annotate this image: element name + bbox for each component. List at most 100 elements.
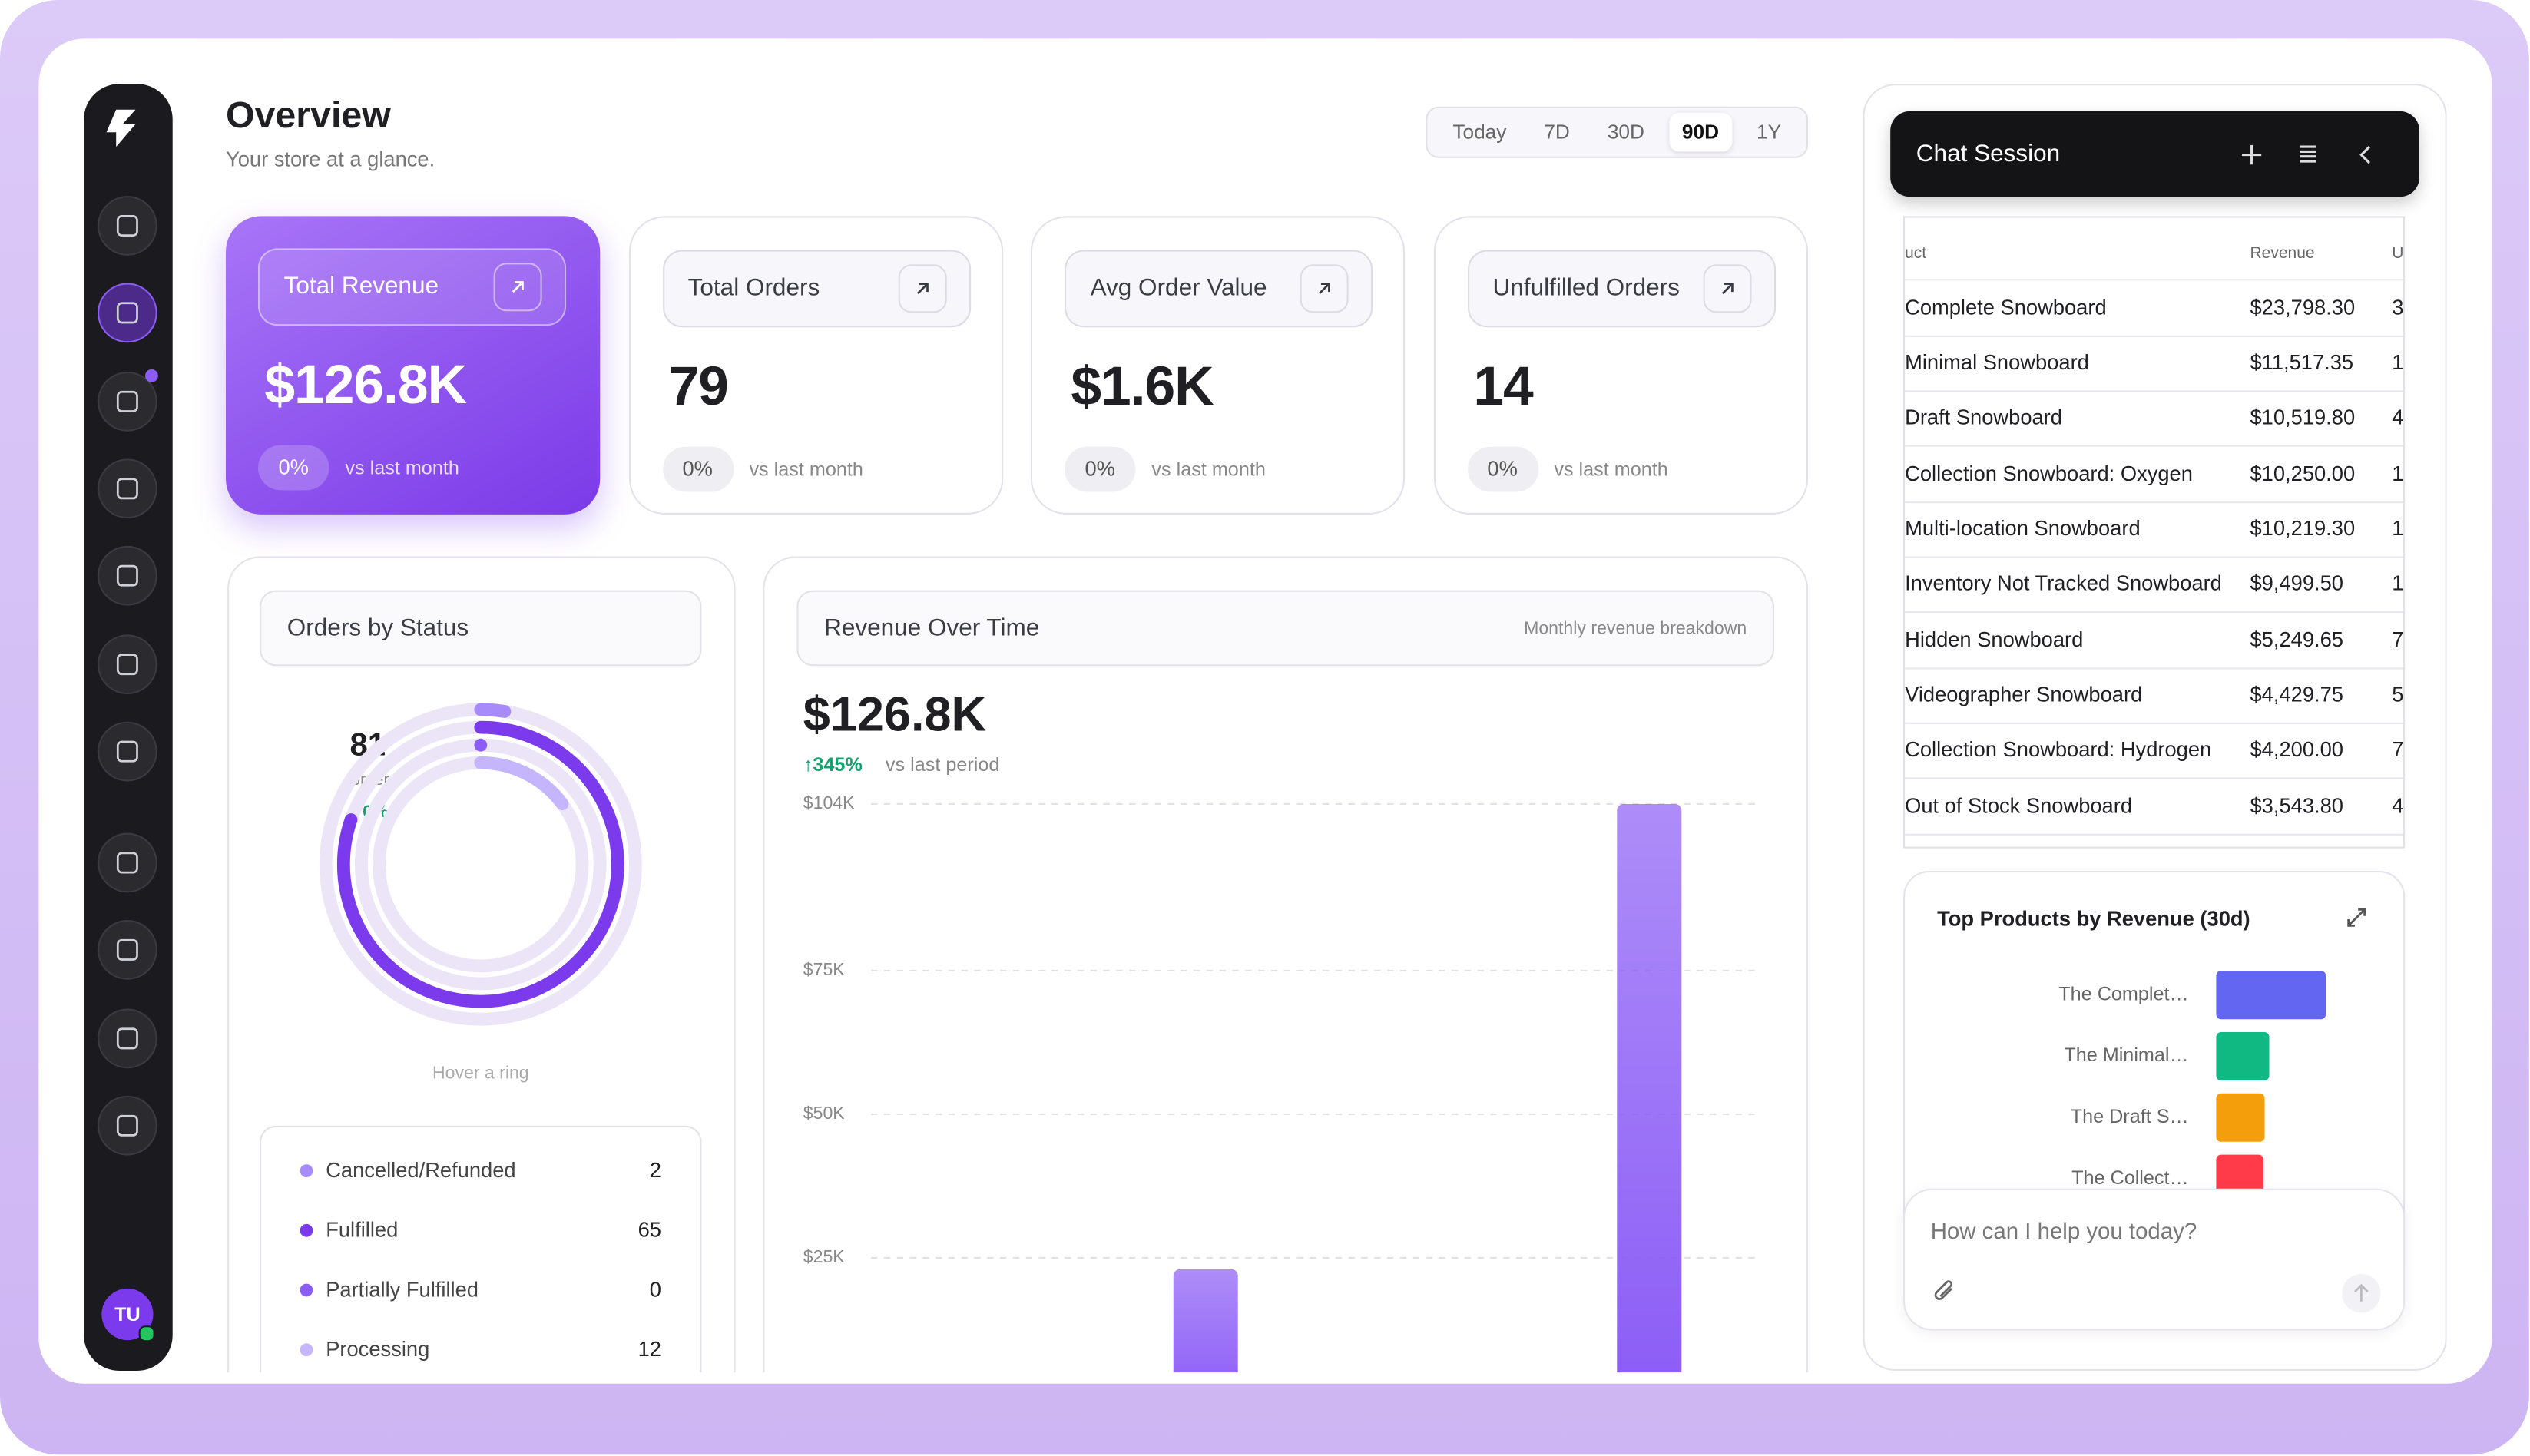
nav-button[interactable] (98, 721, 157, 782)
bar[interactable] (1617, 803, 1682, 1373)
kpi-label: Total Orders (687, 273, 820, 302)
bar[interactable] (2216, 1032, 2270, 1080)
table-row: Hidden Snowboard $5,249.65 7 (1905, 612, 2404, 669)
bar[interactable] (2216, 1093, 2265, 1142)
y-tick-label: $75K (803, 959, 846, 979)
change: ↑345% (803, 753, 863, 776)
nav-button[interactable] (98, 1095, 157, 1156)
ring-track (354, 738, 607, 991)
time-option[interactable]: 7D (1544, 121, 1570, 144)
ring-arc[interactable] (373, 756, 589, 973)
y-tick-label: $50K (803, 1103, 846, 1123)
orders-header: Orders by Status (260, 590, 702, 667)
notification-dot (144, 369, 158, 382)
kpi-label-box: Avg Order Value (1064, 250, 1373, 328)
table-cell: 1 (2392, 349, 2404, 374)
kpi-value: $1.6K (1071, 356, 1214, 418)
time-option[interactable]: Today (1452, 121, 1507, 144)
kpi-label: Unfulfilled Orders (1492, 273, 1680, 302)
kpi-note: vs last month (345, 456, 459, 479)
table-cell: Draft Snowboard (1905, 405, 2062, 429)
page-subtitle: Your store at a glance. (226, 147, 435, 171)
send-button[interactable] (2340, 1272, 2383, 1315)
nav-icon (116, 1114, 138, 1137)
table-row: Collection Snowboard: Hydrogen $4,200.00 7 (1905, 723, 2403, 779)
nav-button[interactable] (98, 545, 157, 606)
ring-arc[interactable] (336, 720, 624, 1008)
table-cell: Complete Snowboard (1905, 294, 2107, 319)
chat-input[interactable]: How can I help you today? (1903, 1188, 2406, 1331)
kpi-link[interactable] (1702, 264, 1751, 313)
table-cell: 1 (2392, 515, 2404, 541)
time-option[interactable]: 30D (1607, 121, 1644, 144)
kpi-value: 14 (1473, 356, 1533, 418)
chart-title: Revenue Over Time (824, 614, 1040, 642)
table-cell: 7 (2392, 627, 2404, 651)
table-cell: 5 (2392, 682, 2404, 706)
table-cell: Minimal Snowboard (1905, 349, 2089, 374)
nav-button[interactable] (98, 634, 157, 695)
bar[interactable] (1173, 1269, 1238, 1373)
kpi-card: Total Orders 79 0% vs last month (628, 216, 1003, 515)
table-row: Minimal Snowboard $11,517.35 1 (1905, 335, 2404, 392)
nav-icon (116, 740, 138, 763)
nav-button[interactable] (98, 832, 157, 893)
table-cell: Collection Snowboard: Hydrogen (1905, 737, 2212, 762)
legend-count: 12 (637, 1336, 661, 1362)
legend-count: 0 (649, 1277, 661, 1302)
kpi-link[interactable] (1300, 264, 1349, 313)
legend-count: 65 (637, 1217, 661, 1242)
table-cell: Inventory Not Tracked Snowboard (1905, 571, 2222, 596)
nav-button[interactable] (98, 1008, 157, 1069)
ring-arc[interactable] (354, 738, 607, 991)
sidebar-icons (98, 109, 158, 1156)
kpi-label: Total Revenue (283, 272, 439, 300)
ring-track (319, 703, 642, 1026)
chart-subtitle: Monthly revenue breakdown (1524, 619, 1747, 639)
nav-icon (116, 654, 138, 676)
legend-name: Fulfilled (326, 1217, 399, 1242)
table-cell: Collection Snowboard: Oxygen (1905, 460, 2193, 485)
attach-icon[interactable] (1931, 1277, 1960, 1306)
time-option[interactable]: 90D (1669, 113, 1732, 152)
kpi-link[interactable] (897, 264, 946, 313)
nav-icon (116, 478, 138, 500)
ring-arc[interactable] (319, 703, 642, 1026)
table-row: Out of Stock Snowboard $3,543.80 4 (1905, 779, 2403, 836)
status-dot (138, 1325, 155, 1342)
time-option[interactable]: 1Y (1756, 121, 1782, 144)
arrow-icon (512, 281, 524, 293)
column-header: uct (1905, 245, 1927, 263)
nav-button[interactable] (98, 283, 157, 343)
kpi-card: Total Revenue $126.8K 0% vs last month (226, 216, 601, 515)
content: TU Overview Your store at a glance. Toda… (84, 84, 2447, 1373)
expand-icon[interactable] (2343, 905, 2369, 931)
legend-dot (300, 1164, 313, 1177)
table-cell: Hidden Snowboard (1905, 627, 2084, 651)
nav-button[interactable] (98, 920, 157, 980)
y-tick-label: $25K (803, 1246, 846, 1266)
kpi-link[interactable] (493, 263, 542, 312)
nav-icon (116, 1027, 138, 1050)
kpi-change: 0% (258, 445, 329, 491)
bar[interactable] (2216, 971, 2326, 1020)
nav-button[interactable] (98, 458, 157, 519)
table-cell: Out of Stock Snowboard (1905, 793, 2133, 817)
table-row: Draft Snowboard $10,519.80 4 (1905, 391, 2404, 448)
kpi-note: vs last month (749, 458, 863, 481)
kpi-note: vs last month (1554, 458, 1668, 481)
column-header: U (2392, 245, 2404, 263)
table-cell: 4 (2392, 405, 2404, 429)
y-tick-label: The Minimal… (2064, 1044, 2188, 1066)
nav-button[interactable] (98, 196, 157, 256)
change-note: vs last period (885, 753, 1000, 776)
nav-button[interactable] (98, 372, 157, 432)
page-title: Overview (226, 93, 391, 136)
chat-header: Chat Session (1890, 111, 2419, 197)
chat-actions[interactable] (2229, 137, 2406, 172)
kpi-card: Avg Order Value $1.6K 0% vs last month (1030, 216, 1406, 515)
nav-icon (116, 938, 138, 961)
table-cell: 1 (2392, 571, 2404, 596)
